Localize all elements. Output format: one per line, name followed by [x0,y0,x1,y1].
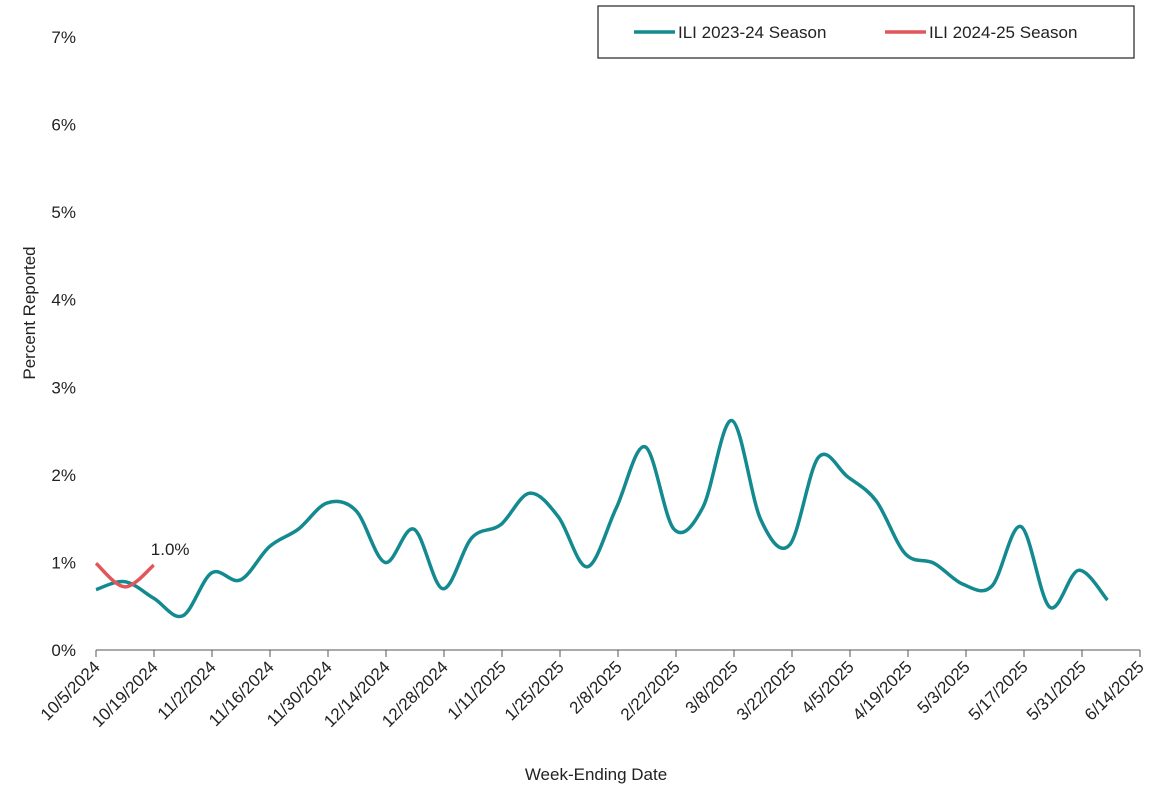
x-axis-title: Week-Ending Date [525,765,667,784]
x-tick-label: 1/11/2025 [444,657,510,723]
y-tick-label: 3% [51,378,76,397]
legend-label-2023-24: ILI 2023-24 Season [678,23,826,42]
x-tick-label: 4/19/2025 [849,657,916,724]
x-tick-label: 6/14/2025 [1081,657,1148,724]
plot-lines [94,418,1109,619]
legend: ILI 2023-24 Season ILI 2024-25 Season [597,5,1135,59]
x-tick-label: 2/22/2025 [617,657,684,724]
annotations: 1.0% [151,540,190,559]
x-tick-label: 5/3/2025 [914,657,974,717]
x-tick-label: 3/8/2025 [682,657,742,717]
legend-box [597,5,1135,59]
y-tick-label: 1% [51,553,76,572]
x-axis: 10/5/202410/19/202411/2/202411/16/202411… [37,649,1148,731]
legend-label-2024-25: ILI 2024-25 Season [929,23,1077,42]
data-label: 1.0% [151,540,190,559]
y-tick-label: 7% [51,28,76,47]
y-axis-title: Percent Reported [20,246,39,379]
y-tick-label: 2% [51,466,76,485]
y-tick-label: 0% [51,641,76,660]
x-tick-label: 2/8/2025 [566,657,626,717]
series-line-2023-24 [95,418,1109,619]
y-tick-label: 6% [51,116,76,135]
x-tick-label: 5/17/2025 [965,657,1032,724]
x-tick-label: 4/5/2025 [798,657,858,717]
y-axis: 0% 1% 2% 3% 4% 5% 6% 7% [51,28,76,660]
y-tick-label: 5% [51,203,76,222]
x-tick-label: 3/22/2025 [733,657,800,724]
y-tick-label: 4% [51,291,76,310]
x-tick-label: 1/25/2025 [501,657,568,724]
x-tick-label: 5/31/2025 [1023,657,1090,724]
series-line-2024-25 [94,561,155,589]
